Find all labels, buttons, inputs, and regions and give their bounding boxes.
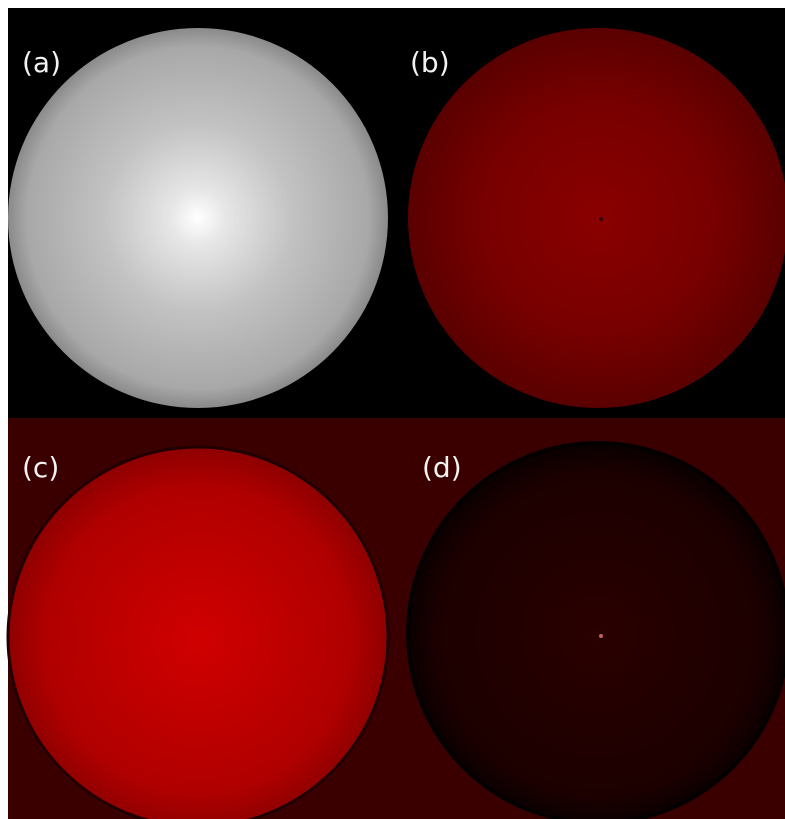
figure: (a) (b) (c) (d) [0,0,785,819]
sphere-b [408,28,785,408]
center-dot [599,634,603,638]
panel-label: (c) [22,451,59,484]
sphere-d [408,443,785,819]
center-dot [599,217,603,221]
panel-label: (a) [22,46,61,79]
page: (a) (b) (c) (d) (() => { const data = JS… [0,0,785,819]
sphere-a [8,28,388,408]
panel-label: (d) [422,451,462,484]
sphere-c [8,447,388,819]
panel-label: (b) [410,46,450,79]
